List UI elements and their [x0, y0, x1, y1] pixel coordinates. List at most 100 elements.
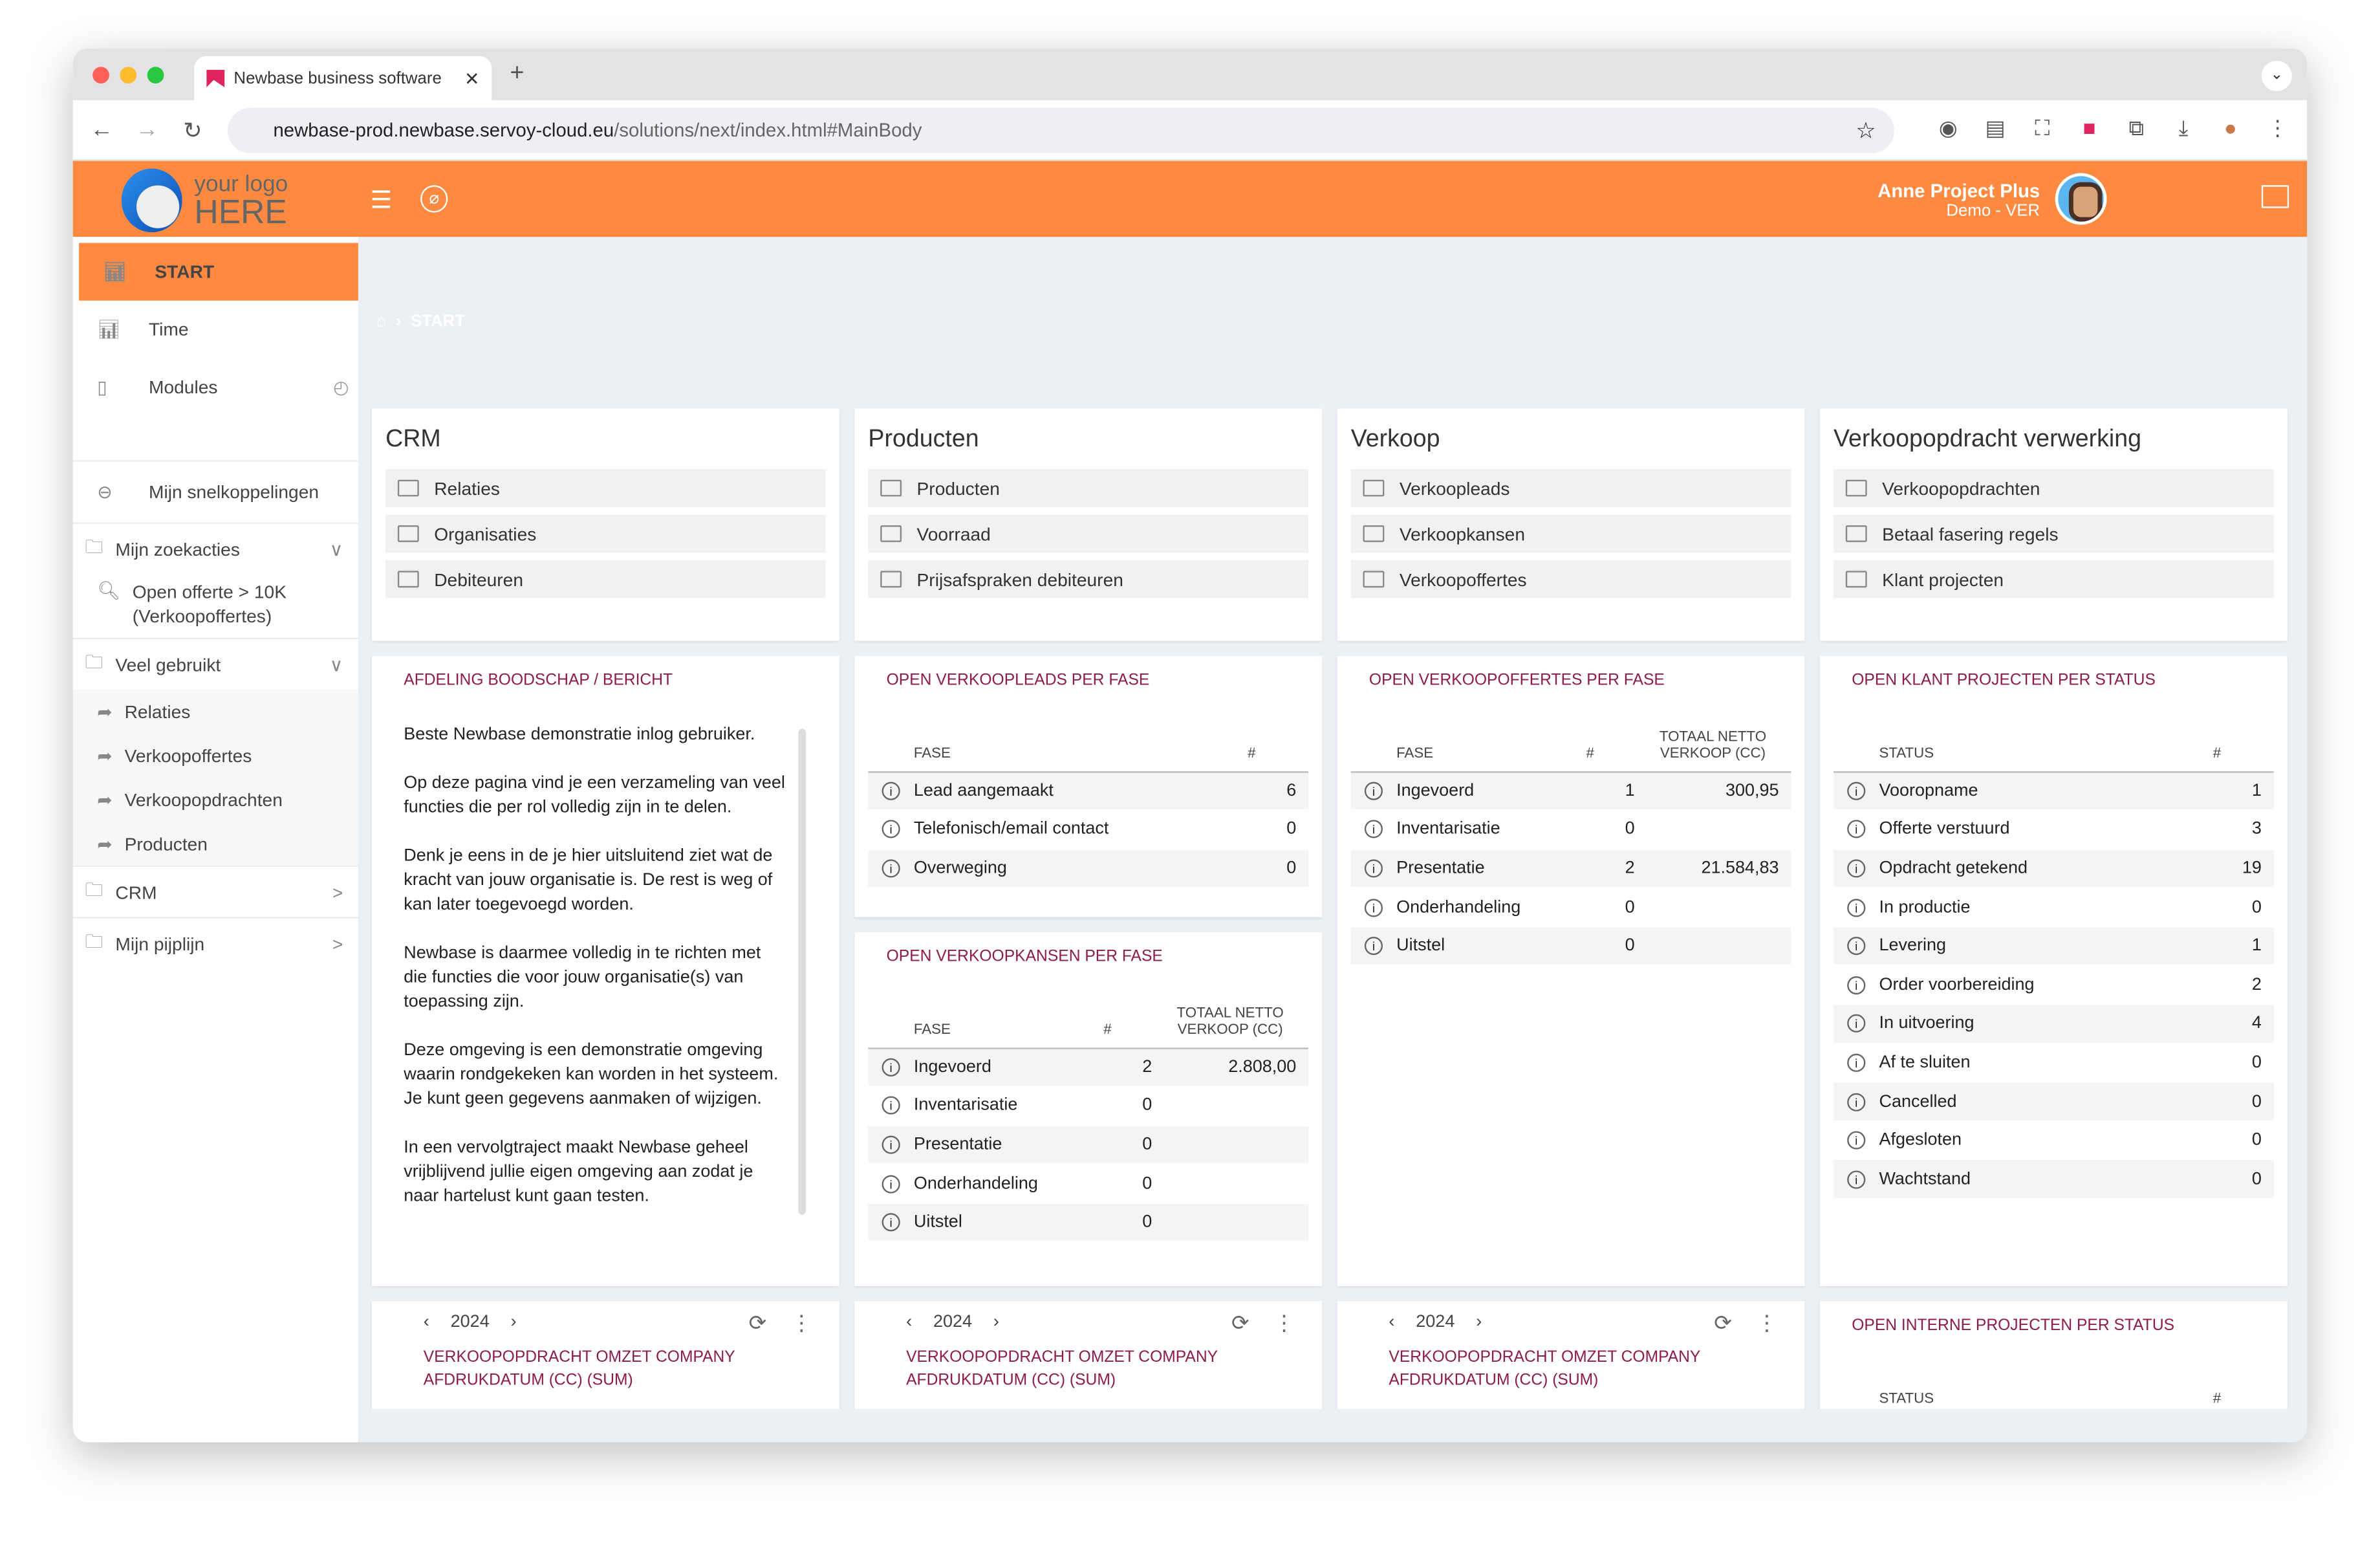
table-row[interactable]: i Offerte verstuurd 3: [1834, 810, 2274, 850]
browser-tab[interactable]: Newbase business software ✕: [194, 56, 492, 100]
table-row[interactable]: i Uitstel 0: [868, 1203, 1309, 1243]
table-row[interactable]: i Levering 1: [1834, 926, 2274, 967]
screenshot-icon[interactable]: ⛶: [2035, 115, 2050, 140]
next-year-icon[interactable]: ›: [1476, 1313, 1482, 1332]
profile-icon[interactable]: ●: [2223, 115, 2237, 140]
info-icon[interactable]: i: [1847, 898, 1866, 917]
extension-icon[interactable]: ▤: [1985, 115, 2006, 140]
table-row[interactable]: i In productie 0: [1834, 888, 2274, 928]
nav-link[interactable]: Voorraad: [868, 514, 1309, 553]
url-input[interactable]: newbase-prod.newbase.servoy-cloud.eu/sol…: [228, 107, 1894, 154]
info-icon[interactable]: i: [1847, 1092, 1866, 1111]
scrollbar[interactable]: [798, 728, 806, 1215]
download-icon[interactable]: ⤓: [2178, 115, 2189, 140]
info-icon[interactable]: i: [1847, 820, 1866, 839]
info-icon[interactable]: i: [882, 859, 900, 878]
info-icon[interactable]: i: [1364, 898, 1383, 917]
sidebar-often-item[interactable]: ➦ Verkoopopdrachten: [72, 777, 358, 822]
table-row[interactable]: i Ingevoerd 2 2.808,00: [868, 1047, 1309, 1087]
table-row[interactable]: i Af te sluiten 0: [1834, 1043, 2274, 1083]
nav-link[interactable]: Verkoopkansen: [1350, 514, 1791, 553]
nav-link[interactable]: Klant projecten: [1834, 560, 2274, 598]
table-row[interactable]: i Afgesloten 0: [1834, 1120, 2274, 1161]
info-icon[interactable]: i: [1847, 781, 1866, 800]
next-year-icon[interactable]: ›: [510, 1313, 517, 1332]
nav-link[interactable]: Verkoopopdrachten: [1834, 469, 2274, 507]
info-icon[interactable]: i: [1364, 820, 1383, 839]
sidebar-item-modules[interactable]: ▯ Modules ◴: [73, 358, 358, 416]
maximize-window-button[interactable]: [147, 67, 164, 84]
prev-year-icon[interactable]: ‹: [423, 1313, 429, 1332]
table-row[interactable]: i Uitstel 0: [1350, 926, 1791, 967]
info-icon[interactable]: i: [1364, 781, 1383, 800]
prev-year-icon[interactable]: ‹: [1389, 1313, 1395, 1332]
refresh-icon[interactable]: ⟳: [1231, 1310, 1250, 1335]
info-icon[interactable]: i: [882, 781, 900, 800]
sidebar-item-time[interactable]: 📊︎ Time: [73, 301, 358, 358]
back-icon[interactable]: ←: [90, 116, 113, 143]
table-row[interactable]: i Telefonisch/email contact 0: [868, 810, 1309, 850]
panel-toggle-icon[interactable]: [2261, 185, 2289, 208]
nav-link[interactable]: Prijsafspraken debiteuren: [868, 560, 1309, 598]
menu-toggle-icon[interactable]: ☰: [370, 188, 393, 214]
bookmark-star-icon[interactable]: ☆: [1855, 118, 1876, 144]
info-icon[interactable]: i: [1364, 937, 1383, 956]
sidebar-group-pipeline[interactable]: 🗀︎ Mijn pijplijn >: [72, 917, 358, 969]
prev-year-icon[interactable]: ‹: [906, 1313, 913, 1332]
table-row[interactable]: i Cancelled 0: [1834, 1082, 2274, 1122]
menu-icon[interactable]: ⋮: [2267, 115, 2288, 140]
saved-search-item[interactable]: 🔍︎ Open offerte > 10K (Verkoopoffertes): [72, 574, 358, 638]
nav-link[interactable]: Organisaties: [385, 514, 826, 553]
home-icon[interactable]: ⌂: [376, 312, 387, 331]
extension-s-icon[interactable]: ■: [2082, 115, 2096, 140]
nav-link[interactable]: Betaal fasering regels: [1834, 514, 2274, 553]
nav-link[interactable]: Verkoopoffertes: [1350, 560, 1791, 598]
nav-link[interactable]: Verkoopleads: [1350, 469, 1791, 507]
table-row[interactable]: i Onderhandeling 0: [868, 1164, 1309, 1204]
info-icon[interactable]: i: [882, 1135, 900, 1154]
table-row[interactable]: i Inventarisatie 0: [868, 1086, 1309, 1126]
more-options-icon[interactable]: ⋮: [1273, 1310, 1295, 1335]
more-options-icon[interactable]: ⋮: [1756, 1310, 1778, 1335]
sidebar-group-crm[interactable]: 🗀︎ CRM >: [72, 865, 358, 917]
info-icon[interactable]: i: [1847, 859, 1866, 878]
sidebar-item-start[interactable]: 📊︎ START: [79, 243, 358, 301]
sidebar-group-often[interactable]: 🗀︎ Veel gebruikt ∨: [72, 637, 358, 690]
refresh-icon[interactable]: ⟳: [1714, 1310, 1732, 1335]
table-row[interactable]: i Onderhandeling 0: [1350, 888, 1791, 928]
forward-icon[interactable]: →: [136, 116, 159, 143]
sidebar-often-item[interactable]: ➦ Relaties: [72, 689, 358, 734]
user-info[interactable]: Anne Project Plus Demo - VER: [1877, 180, 2040, 220]
info-icon[interactable]: i: [1364, 859, 1383, 878]
info-icon[interactable]: i: [1847, 1053, 1866, 1072]
password-icon[interactable]: ◉: [1938, 115, 1958, 140]
nav-link[interactable]: Producten: [868, 469, 1309, 507]
table-row[interactable]: i Presentatie 2 21.584,83: [1350, 849, 1791, 889]
sidebar-often-item[interactable]: ➦ Producten: [72, 821, 358, 866]
sidebar-often-item[interactable]: ➦ Verkoopoffertes: [72, 733, 358, 778]
logo[interactable]: your logo HERE: [194, 171, 288, 228]
table-row[interactable]: i Lead aangemaakt 6: [868, 771, 1309, 811]
info-icon[interactable]: i: [882, 1174, 900, 1193]
table-row[interactable]: i Opdracht getekend 19: [1834, 849, 2274, 889]
table-row[interactable]: i Order voorbereiding 2: [1834, 965, 2274, 1005]
table-row[interactable]: i Wachtstand 0: [1834, 1159, 2274, 1200]
table-row[interactable]: i Vooropname 1: [1834, 771, 2274, 811]
nav-link[interactable]: Relaties: [385, 469, 826, 507]
info-icon[interactable]: i: [882, 820, 900, 839]
reload-icon[interactable]: ↻: [183, 117, 202, 144]
next-year-icon[interactable]: ›: [993, 1313, 999, 1332]
table-row[interactable]: i Ingevoerd 1 300,95: [1350, 771, 1791, 811]
refresh-icon[interactable]: ⟳: [748, 1310, 767, 1335]
table-row[interactable]: i Presentatie 0: [868, 1125, 1309, 1165]
sidebar-shortcuts[interactable]: ⊖ Mijn snelkoppelingen: [73, 461, 358, 522]
info-icon[interactable]: i: [882, 1097, 900, 1115]
nav-link[interactable]: Debiteuren: [385, 560, 826, 598]
puzzle-icon[interactable]: ⧉: [2128, 115, 2144, 140]
close-window-button[interactable]: [92, 67, 109, 84]
compass-icon[interactable]: ⌀: [420, 185, 448, 213]
table-row[interactable]: i Inventarisatie 0: [1350, 810, 1791, 850]
table-row[interactable]: i In uitvoering 4: [1834, 1004, 2274, 1044]
table-row[interactable]: i Overweging 0: [868, 849, 1309, 889]
info-icon[interactable]: i: [882, 1058, 900, 1077]
